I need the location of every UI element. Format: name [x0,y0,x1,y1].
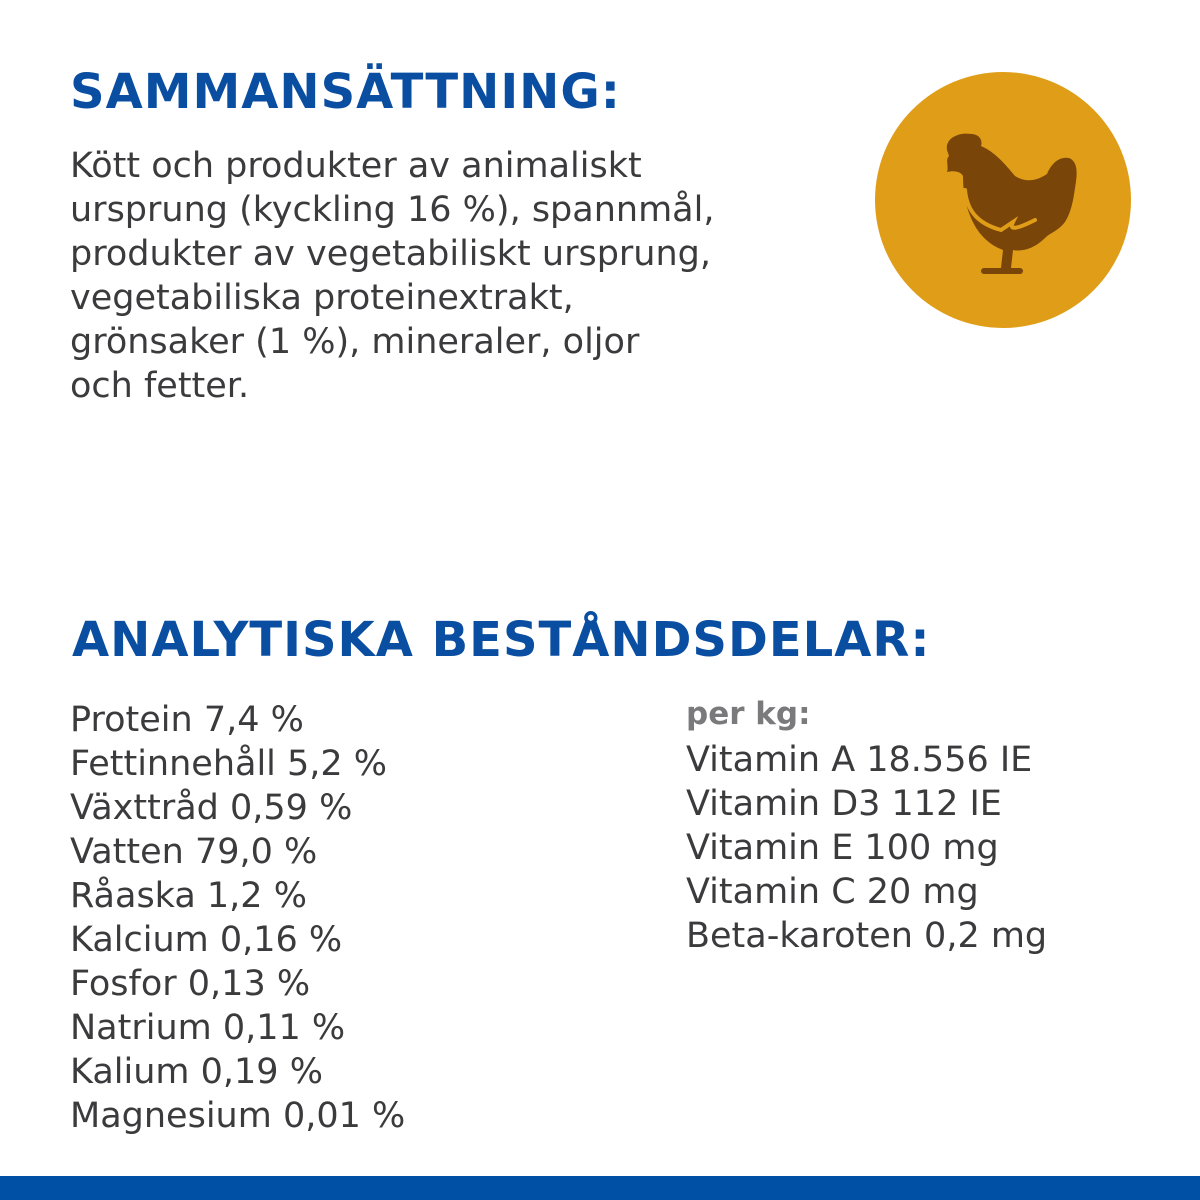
analytical-item: Fettinnehåll 5,2 % [70,744,388,784]
per-kg-label: per kg: [686,696,811,732]
analytical-heading: ANALYTISKA BESTÅNDSDELAR: [72,612,931,668]
vitamin-item: Beta-karoten 0,2 mg [686,916,1048,956]
composition-line: och fetter. [70,366,250,406]
vitamin-item: Vitamin D3 112 IE [686,784,1002,824]
composition-line: grönsaker (1 %), mineraler, oljor [70,322,640,362]
vitamin-list: Vitamin A 18.556 IE Vitamin D3 112 IE Vi… [686,738,1047,958]
vitamin-item: Vitamin A 18.556 IE [686,740,1033,780]
composition-line: Kött och produkter av animaliskt [70,146,642,186]
analytical-item: Råaska 1,2 % [70,876,307,916]
composition-line: vegetabiliska proteinextrakt, [70,278,574,318]
chicken-badge [875,72,1131,328]
analytical-item: Kalcium 0,16 % [70,920,343,960]
analytical-list: Protein 7,4 % Fettinnehåll 5,2 % Växttrå… [70,698,405,1138]
composition-heading: SAMMANSÄTTNING: [70,64,621,120]
analytical-item: Protein 7,4 % [70,700,304,740]
composition-text: Kött och produkter av animaliskt ursprun… [70,144,714,408]
composition-line: ursprung (kyckling 16 %), spannmål, [70,190,715,230]
analytical-item: Vatten 79,0 % [70,832,318,872]
vitamin-item: Vitamin E 100 mg [686,828,999,868]
analytical-item: Fosfor 0,13 % [70,964,311,1004]
vitamin-item: Vitamin C 20 mg [686,872,979,912]
analytical-item: Magnesium 0,01 % [70,1096,406,1136]
composition-line: produkter av vegetabiliskt ursprung, [70,234,712,274]
footer-bar [0,1176,1200,1200]
chicken-icon [946,133,1077,274]
analytical-item: Natrium 0,11 % [70,1008,346,1048]
analytical-item: Växttråd 0,59 % [70,788,353,828]
analytical-item: Kalium 0,19 % [70,1052,323,1092]
